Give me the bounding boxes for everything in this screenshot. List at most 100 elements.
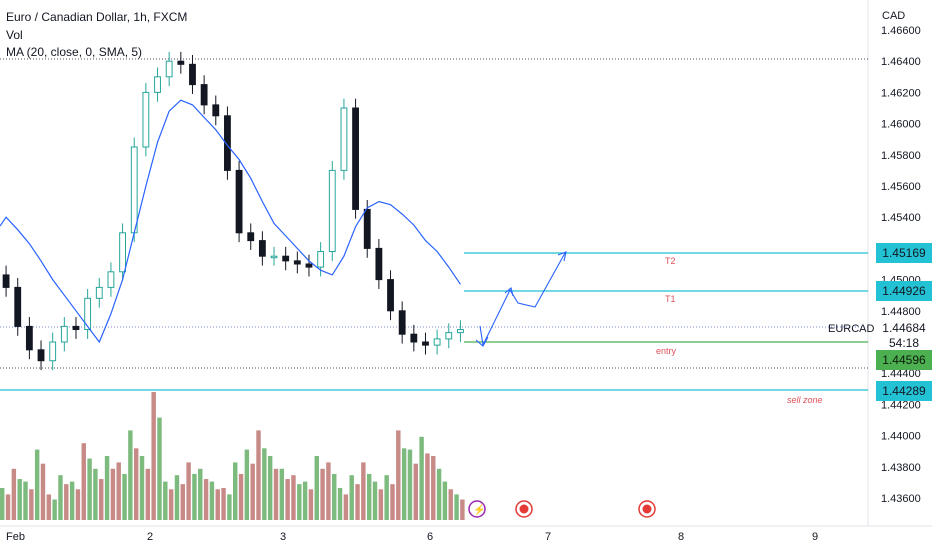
volume-bar <box>390 484 395 520</box>
volume-bar <box>233 462 238 520</box>
volume-bar <box>454 494 459 520</box>
volume-bar <box>122 473 127 520</box>
candle-body <box>422 341 429 346</box>
volume-bar <box>192 473 197 520</box>
volume-bar <box>425 453 430 520</box>
candle-body <box>130 146 138 234</box>
lightning-event-icon <box>468 500 486 518</box>
price-tick-label: 1.46600 <box>881 25 921 37</box>
volume-bar <box>17 479 22 520</box>
time-tick-label: 6 <box>427 531 433 543</box>
volume-bar <box>407 449 413 520</box>
projection-arrowhead <box>504 287 514 297</box>
volume-bar <box>361 462 366 520</box>
candle-body <box>340 107 348 171</box>
candle-body <box>25 325 33 351</box>
candle-body <box>14 286 22 327</box>
volume-bar <box>64 484 69 520</box>
projection-path <box>479 252 566 347</box>
candle-body <box>328 169 336 253</box>
volume-bar <box>366 473 372 520</box>
volume-bar <box>267 456 273 520</box>
candle-body <box>235 169 243 234</box>
candle-body <box>37 349 45 362</box>
entry-label: entry <box>656 346 677 356</box>
volume-bar <box>343 494 349 520</box>
volume-bar <box>34 449 40 520</box>
volume-bar <box>46 494 52 520</box>
volume-bar <box>215 489 220 520</box>
price-tick-label: 1.44000 <box>881 431 921 443</box>
t2-price-tag: 1.45169 <box>876 243 932 263</box>
symbol-label: EURCAD <box>828 323 875 335</box>
volume-bar <box>180 484 186 520</box>
candle-body <box>177 60 185 65</box>
volume-bar <box>279 468 285 520</box>
candle-body <box>107 271 115 288</box>
lightning-glyph-icon: ⚡ <box>473 503 485 516</box>
price-tick-label: 1.45800 <box>881 150 921 162</box>
chart-title: Euro / Canadian Dollar, 1h, FXCM <box>6 10 188 24</box>
sell-zone-label: sell zone <box>787 395 823 405</box>
volume-bar <box>238 473 244 520</box>
candle-body <box>60 325 68 343</box>
candle-body <box>398 310 406 335</box>
axis-currency-label: CAD <box>882 10 905 22</box>
volume-bar <box>349 475 354 520</box>
volume-bar <box>203 479 209 520</box>
time-tick-label: 3 <box>280 531 286 543</box>
price-tick-label: 1.45400 <box>881 212 921 224</box>
candle-body <box>224 115 231 171</box>
time-tick-label: 8 <box>678 531 684 543</box>
candle-body <box>270 255 278 259</box>
volume-bar <box>209 481 215 520</box>
candle-body <box>119 232 126 273</box>
volume-bar <box>75 489 81 520</box>
volume-bar <box>29 489 34 520</box>
volume-bar <box>384 475 389 520</box>
volume-bar <box>174 475 180 520</box>
volume-bar <box>104 456 110 520</box>
canada-flag-icon <box>519 504 529 514</box>
candle-body <box>387 279 394 312</box>
volume-bar <box>326 462 331 520</box>
canada-flag-icon <box>642 504 652 514</box>
candle-body <box>84 297 92 331</box>
time-tick-label: 7 <box>545 531 551 543</box>
volume-bar <box>285 479 290 520</box>
volume-bar <box>337 488 343 520</box>
volume-bar <box>0 488 5 520</box>
candle-body <box>317 251 325 268</box>
candle-body <box>305 263 313 268</box>
volume-bar <box>116 462 121 520</box>
volume-bar <box>442 481 448 520</box>
price-tick-label: 1.44200 <box>881 399 921 411</box>
price-tick-label: 1.46200 <box>881 87 921 99</box>
candle-body <box>72 325 80 331</box>
candle-body <box>457 329 464 334</box>
price-tick-label: 1.44400 <box>881 368 921 380</box>
volume-bar <box>332 473 337 520</box>
candle-body <box>363 208 371 249</box>
volume-bar <box>110 468 116 520</box>
volume-bar <box>436 468 442 520</box>
t1-label: T1 <box>665 294 676 304</box>
volume-bar <box>431 456 436 520</box>
candle-body <box>433 338 441 346</box>
price-tick-label: 1.46400 <box>881 56 921 68</box>
volume-bar <box>52 499 57 520</box>
price-tick-label: 1.43600 <box>881 493 921 505</box>
volume-bar <box>372 481 378 520</box>
time-tick-label: 9 <box>812 531 818 543</box>
candle-body <box>352 107 359 210</box>
volume-bar <box>308 489 314 520</box>
price-tick-label: 1.45600 <box>881 181 921 193</box>
volume-bar <box>460 499 465 520</box>
volume-bar <box>87 458 92 520</box>
volume-bar <box>320 468 325 520</box>
candle-body <box>189 63 196 86</box>
projection-arrowhead <box>557 251 567 262</box>
volume-bar <box>314 456 319 520</box>
volume-bar <box>273 468 279 520</box>
